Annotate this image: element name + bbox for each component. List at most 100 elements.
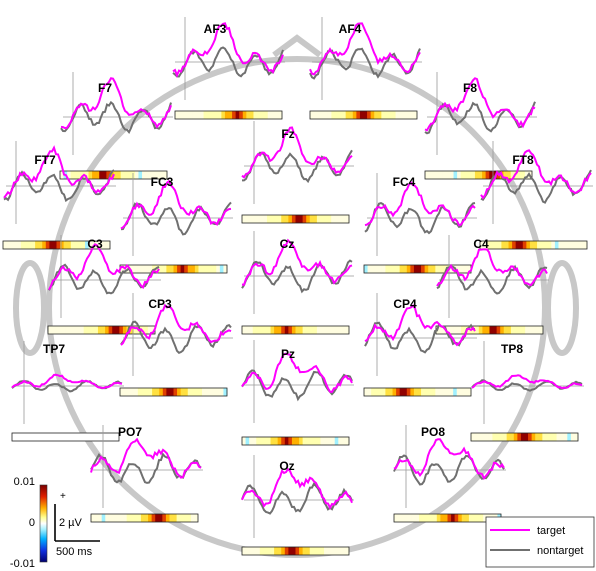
rsquare-strip-pz (241, 436, 350, 446)
channel-label-tp8: TP8 (501, 342, 523, 356)
trace-target-oz (241, 467, 353, 511)
trace-nontarget-ft8 (480, 169, 592, 204)
trace-nontarget-cp3 (120, 320, 232, 354)
trace-target-po8 (393, 438, 505, 481)
scale-bar-time-label: 500 ms (56, 546, 93, 558)
rsquare-strip-c4 (435, 325, 544, 335)
trace-nontarget-c4 (436, 264, 548, 295)
channel-label-fz: Fz (281, 127, 294, 141)
trace-target-po7 (90, 437, 202, 479)
trace-target-pz (241, 352, 353, 393)
rsquare-strip-ft8 (479, 240, 588, 250)
channel-label-cp4: CP4 (393, 297, 417, 311)
legend-box (485, 516, 595, 568)
scale-bar-voltage-label: 2 µV (59, 517, 83, 529)
trace-target-f8 (424, 77, 536, 132)
rsquare-strip-af3 (174, 110, 283, 120)
trace-target-tp7 (11, 373, 123, 390)
channel-label-c3: C3 (87, 237, 103, 251)
trace-nontarget-c3 (48, 263, 160, 295)
channel-label-pz: Pz (281, 347, 295, 361)
trace-nontarget-fz (242, 149, 353, 184)
channel-panel-af4: AF4 (309, 17, 422, 120)
channel-panel-pz: Pz (241, 340, 354, 446)
rsquare-strip-po7 (90, 513, 199, 523)
channel-panel-fz: Fz (241, 121, 354, 224)
colorbar-gradient (39, 484, 48, 563)
trace-nontarget-fc4 (364, 202, 476, 235)
trace-nontarget-pz (241, 369, 353, 402)
trace-target-cz (241, 238, 353, 286)
rsquare-strip-oz (241, 546, 350, 556)
left-ear (13, 260, 47, 356)
trace-nontarget-tp8 (471, 379, 583, 392)
channel-panel-cp4: CP4 (363, 293, 477, 397)
trace-target-fc3 (120, 179, 232, 230)
scale-bar: + 2 µV 500 ms (54, 491, 100, 558)
rsquare-strip-cz (241, 325, 350, 335)
channel-label-cp3: CP3 (148, 297, 172, 311)
channel-panel-fc4: FC4 (363, 173, 477, 274)
trace-target-fz (241, 126, 353, 179)
channel-panel-fc3: FC3 (119, 173, 233, 274)
rsquare-strip-fz (241, 214, 350, 224)
channel-label-c4: C4 (473, 237, 489, 251)
channel-panel-f7: F7 (59, 72, 173, 180)
trace-target-ft7 (3, 145, 115, 199)
channel-panel-oz: Oz (241, 455, 354, 556)
trace-nontarget-po8 (393, 454, 505, 486)
trace-target-ft8 (480, 149, 592, 200)
rsquare-strip-af4 (309, 110, 418, 120)
trace-target-cp4 (364, 304, 476, 347)
trace-nontarget-oz (241, 481, 353, 515)
colorbar-max-label: 0.01 (14, 476, 35, 488)
scale-bar-polarity: + (60, 491, 66, 502)
channel-label-ft8: FT8 (512, 153, 534, 167)
channel-label-ft7: FT7 (34, 153, 56, 167)
channel-panel-cp3: CP3 (119, 293, 233, 397)
trace-nontarget-ft7 (3, 169, 115, 203)
rsquare-strip-cp4 (363, 387, 472, 397)
rsquare-strip-tp8 (470, 432, 579, 442)
channel-label-af3: AF3 (204, 22, 227, 36)
colorbar: 0.01 0 -0.01 (10, 476, 48, 570)
trace-target-af3 (172, 22, 284, 78)
channel-panel-c4: C4 (435, 235, 549, 335)
channel-label-tp7: TP7 (43, 342, 65, 356)
channel-panel-po8: PO8 (393, 425, 506, 523)
legend: target nontarget (485, 516, 595, 568)
channel-panel-cz: Cz (241, 231, 354, 335)
trace-target-af4 (309, 22, 421, 76)
channel-panel-ft8: FT8 (479, 141, 593, 250)
rsquare-strip-po8 (393, 513, 502, 523)
channel-label-fc3: FC3 (151, 175, 174, 189)
channel-label-af4: AF4 (339, 22, 362, 36)
channel-label-po7: PO7 (118, 425, 142, 439)
trace-target-cp3 (120, 303, 232, 346)
channel-panel-tp8: TP8 (470, 341, 584, 442)
channel-label-po8: PO8 (421, 425, 445, 439)
colorbar-min-label: -0.01 (10, 558, 35, 570)
trace-target-fc4 (364, 180, 476, 227)
legend-label-nontarget: nontarget (537, 545, 583, 557)
channel-label-fc4: FC4 (393, 175, 416, 189)
rsquare-strip-cp3 (119, 387, 228, 397)
channel-label-f8: F8 (463, 81, 477, 95)
rsquare-strip-fc3 (119, 264, 228, 274)
trace-target-f7 (60, 77, 172, 130)
channel-label-f7: F7 (98, 81, 112, 95)
colorbar-mid-label: 0 (29, 517, 35, 529)
legend-label-target: target (537, 525, 565, 537)
trace-target-c4 (436, 248, 548, 287)
channel-panel-tp7: TP7 (11, 341, 124, 442)
channel-panel-c3: C3 (47, 235, 161, 335)
nose-mark (272, 34, 322, 58)
channel-panel-af3: AF3 (172, 17, 285, 120)
right-ear (545, 260, 579, 356)
channel-label-cz: Cz (280, 237, 295, 251)
trace-target-c3 (48, 243, 160, 291)
trace-target-tp8 (471, 374, 583, 390)
channel-label-oz: Oz (279, 459, 294, 473)
